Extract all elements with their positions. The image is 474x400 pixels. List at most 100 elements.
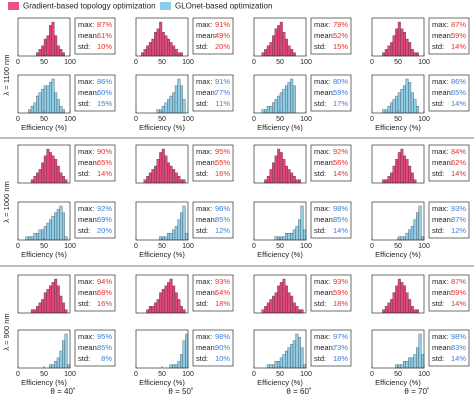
bar xyxy=(169,233,173,241)
bar xyxy=(403,361,406,369)
bar xyxy=(164,102,168,114)
bar xyxy=(167,38,170,57)
bar xyxy=(154,165,157,184)
bar xyxy=(395,28,399,57)
stat-value: 90% xyxy=(215,343,230,352)
x-tick-label: 50 xyxy=(276,116,284,123)
x-tick-label: 0 xyxy=(134,116,138,123)
bar xyxy=(266,45,270,57)
stat-label: std: xyxy=(78,169,90,178)
bar xyxy=(290,295,294,314)
stats-box xyxy=(192,274,234,312)
bar xyxy=(292,302,296,314)
bar xyxy=(287,169,291,184)
bar xyxy=(43,85,47,114)
stat-label: max: xyxy=(196,204,212,213)
bar xyxy=(38,49,42,57)
stats-box xyxy=(428,74,470,112)
x-tick-label: 0 xyxy=(134,371,138,378)
stat-label: max: xyxy=(432,77,448,86)
stat-label: std: xyxy=(196,99,208,108)
bar xyxy=(177,219,181,241)
bar xyxy=(279,92,283,114)
axes-frame xyxy=(17,274,71,314)
bar xyxy=(46,148,50,184)
bar xyxy=(413,179,417,184)
bar xyxy=(392,35,396,57)
bar xyxy=(397,278,401,314)
bar xyxy=(169,165,173,184)
bar xyxy=(295,226,299,241)
bar xyxy=(49,152,52,184)
bar xyxy=(272,162,275,184)
stat-value: 97% xyxy=(333,332,348,341)
bar xyxy=(290,78,294,114)
bar xyxy=(287,292,291,314)
x-tick-label: 100 xyxy=(300,371,312,378)
bar xyxy=(421,354,425,369)
bar xyxy=(174,172,178,184)
bar xyxy=(49,285,52,314)
bar xyxy=(397,92,401,114)
stat-label: std: xyxy=(314,226,326,235)
bar xyxy=(408,82,412,114)
bar xyxy=(62,212,65,241)
stat-value: 59% xyxy=(451,31,466,40)
bar xyxy=(272,364,275,369)
x-tick-label: 0 xyxy=(370,59,374,66)
bar xyxy=(167,162,170,184)
stat-label: mean: xyxy=(432,31,453,40)
bar xyxy=(287,233,291,241)
stat-value: 20% xyxy=(215,42,230,51)
bar xyxy=(59,106,63,114)
x-tick-label: 100 xyxy=(64,59,76,66)
stat-label: max: xyxy=(78,277,94,286)
bar xyxy=(30,309,34,314)
bar xyxy=(146,176,150,184)
stat-value: 93% xyxy=(215,277,230,286)
bar xyxy=(51,364,55,369)
bar xyxy=(64,236,68,241)
x-tick-label: 50 xyxy=(158,371,166,378)
x-axis-label: Efficiency (%) xyxy=(375,378,421,387)
bar xyxy=(408,229,412,241)
stat-label: max: xyxy=(432,20,448,29)
bar xyxy=(400,28,404,57)
x-tick-label: 100 xyxy=(64,116,76,123)
stat-value: 18% xyxy=(333,354,348,363)
bar xyxy=(272,35,275,57)
x-tick-label: 0 xyxy=(134,59,138,66)
bar xyxy=(161,289,165,314)
bar xyxy=(279,152,283,184)
bar xyxy=(272,102,275,114)
bar xyxy=(408,299,412,314)
stat-value: 56% xyxy=(333,158,348,167)
x-tick-label: 100 xyxy=(418,116,430,123)
bar xyxy=(148,306,152,314)
x-tick-label: 100 xyxy=(182,59,194,66)
bar xyxy=(156,109,160,114)
bar xyxy=(405,38,409,57)
stats-box xyxy=(192,144,234,182)
bar xyxy=(266,364,270,369)
x-tick-label: 0 xyxy=(370,116,374,123)
stat-value: 86% xyxy=(97,77,112,86)
bar xyxy=(285,233,288,241)
bar xyxy=(272,295,275,314)
stat-value: 60% xyxy=(97,88,112,97)
bar xyxy=(390,42,393,57)
bar xyxy=(400,148,404,184)
bar xyxy=(159,152,163,184)
bar xyxy=(59,205,63,241)
bar xyxy=(156,299,160,314)
bar xyxy=(56,209,60,241)
stat-label: std: xyxy=(78,42,90,51)
stat-label: max: xyxy=(314,77,330,86)
stat-label: max: xyxy=(78,204,94,213)
stat-value: 86% xyxy=(451,77,466,86)
bar xyxy=(36,172,39,184)
stats-box xyxy=(192,74,234,112)
stat-value: 98% xyxy=(215,332,230,341)
stat-label: max: xyxy=(78,332,94,341)
legend-label: Gradient-based topology optimization xyxy=(23,2,156,11)
